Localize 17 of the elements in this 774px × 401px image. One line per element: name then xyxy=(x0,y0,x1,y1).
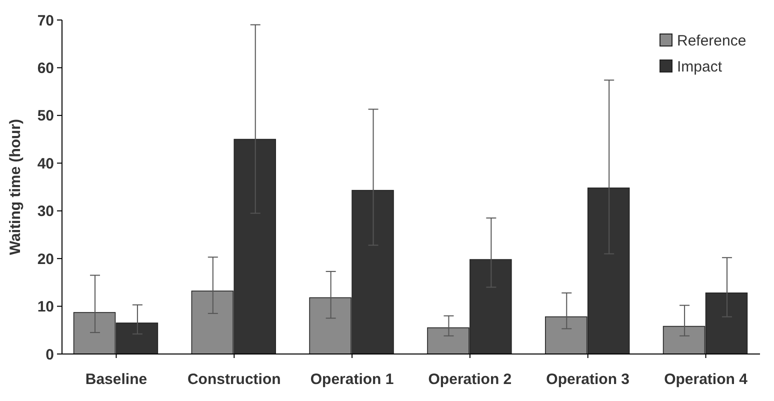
x-tick-label: Construction xyxy=(187,371,281,388)
legend-label: Impact xyxy=(677,58,723,76)
y-tick-label: 40 xyxy=(37,155,54,172)
y-tick-label: 20 xyxy=(37,250,54,268)
x-tick-label: Operation 2 xyxy=(428,371,512,388)
y-tick-label: 10 xyxy=(37,298,54,316)
x-tick-label: Operation 3 xyxy=(546,371,630,388)
y-tick-label: 0 xyxy=(46,346,54,364)
y-tick-label: 30 xyxy=(37,203,54,220)
x-tick-label: Baseline xyxy=(85,371,148,388)
y-tick-label: 60 xyxy=(37,60,54,77)
y-tick-label: 70 xyxy=(37,12,54,30)
x-tick-label: Operation 4 xyxy=(664,371,748,388)
y-tick-label: 50 xyxy=(37,108,54,125)
y-axis-title: Waiting time (hour) xyxy=(7,118,24,256)
x-tick-label: Operation 1 xyxy=(310,371,394,388)
legend-label: Reference xyxy=(677,32,746,50)
